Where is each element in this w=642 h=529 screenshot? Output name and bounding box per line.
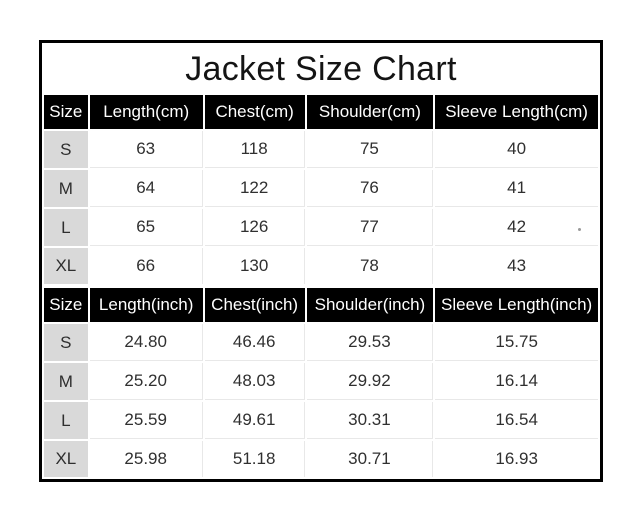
column-header-sleeve-inch: Sleeve Length(inch)	[435, 288, 598, 322]
value-cell: 25.20	[89, 363, 203, 400]
value-cell: 130	[204, 248, 305, 284]
column-header-chest-cm: Chest(cm)	[204, 95, 305, 129]
column-header-chest-inch: Chest(inch)	[204, 288, 305, 322]
size-cell: S	[44, 131, 88, 168]
header-row-cm: Size Length(cm) Chest(cm) Shoulder(cm) S…	[44, 95, 598, 129]
size-cell: XL	[44, 248, 88, 284]
size-cell: M	[44, 170, 88, 207]
table-row-m-cm: M 64 122 76 41	[44, 170, 598, 207]
column-header-size: Size	[44, 288, 88, 322]
table-row-s-inch: S 24.80 46.46 29.53 15.75	[44, 324, 598, 361]
value-cell: 42	[435, 209, 598, 246]
value-cell: 43	[435, 248, 598, 284]
column-header-length-cm: Length(cm)	[89, 95, 203, 129]
value-cell: 78	[306, 248, 434, 284]
value-cell: 30.31	[306, 402, 434, 439]
value-cell: 76	[306, 170, 434, 207]
header-row-inch: Size Length(inch) Chest(inch) Shoulder(i…	[44, 288, 598, 322]
size-table-inch: Size Length(inch) Chest(inch) Shoulder(i…	[42, 286, 600, 479]
value-cell: 51.18	[204, 441, 305, 477]
size-cell: M	[44, 363, 88, 400]
value-cell: 29.53	[306, 324, 434, 361]
size-cell: L	[44, 402, 88, 439]
value-cell: 41	[435, 170, 598, 207]
value-cell: 16.14	[435, 363, 598, 400]
size-chart: Jacket Size Chart Size Length(cm) Chest(…	[39, 40, 603, 482]
value-cell: 122	[204, 170, 305, 207]
table-row-xl-cm: XL 66 130 78 43	[44, 248, 598, 284]
table-row-s-cm: S 63 118 75 40	[44, 131, 598, 168]
speck-dot	[578, 228, 581, 231]
value-cell: 46.46	[204, 324, 305, 361]
value-cell: 75	[306, 131, 434, 168]
value-cell: 30.71	[306, 441, 434, 477]
value-cell: 77	[306, 209, 434, 246]
table-row-m-inch: M 25.20 48.03 29.92 16.14	[44, 363, 598, 400]
table-row-xl-inch: XL 25.98 51.18 30.71 16.93	[44, 441, 598, 477]
value-cell: 118	[204, 131, 305, 168]
value-cell: 25.59	[89, 402, 203, 439]
column-header-length-inch: Length(inch)	[89, 288, 203, 322]
chart-title: Jacket Size Chart	[185, 50, 457, 88]
value-cell: 40	[435, 131, 598, 168]
size-cell: S	[44, 324, 88, 361]
value-cell: 48.03	[204, 363, 305, 400]
column-header-shoulder-inch: Shoulder(inch)	[306, 288, 434, 322]
size-table-cm: Size Length(cm) Chest(cm) Shoulder(cm) S…	[42, 93, 600, 286]
value-cell: 63	[89, 131, 203, 168]
size-cell: L	[44, 209, 88, 246]
value-cell: 65	[89, 209, 203, 246]
value-cell: 15.75	[435, 324, 598, 361]
column-header-size: Size	[44, 95, 88, 129]
value-cell: 126	[204, 209, 305, 246]
size-cell: XL	[44, 441, 88, 477]
value-cell: 16.93	[435, 441, 598, 477]
table-row-l-inch: L 25.59 49.61 30.31 16.54	[44, 402, 598, 439]
value-cell: 49.61	[204, 402, 305, 439]
value-cell: 25.98	[89, 441, 203, 477]
value-cell: 29.92	[306, 363, 434, 400]
value-cell: 66	[89, 248, 203, 284]
column-header-shoulder-cm: Shoulder(cm)	[306, 95, 434, 129]
column-header-sleeve-cm: Sleeve Length(cm)	[435, 95, 598, 129]
value-cell: 24.80	[89, 324, 203, 361]
value-cell: 64	[89, 170, 203, 207]
value-cell: 16.54	[435, 402, 598, 439]
table-row-l-cm: L 65 126 77 42	[44, 209, 598, 246]
